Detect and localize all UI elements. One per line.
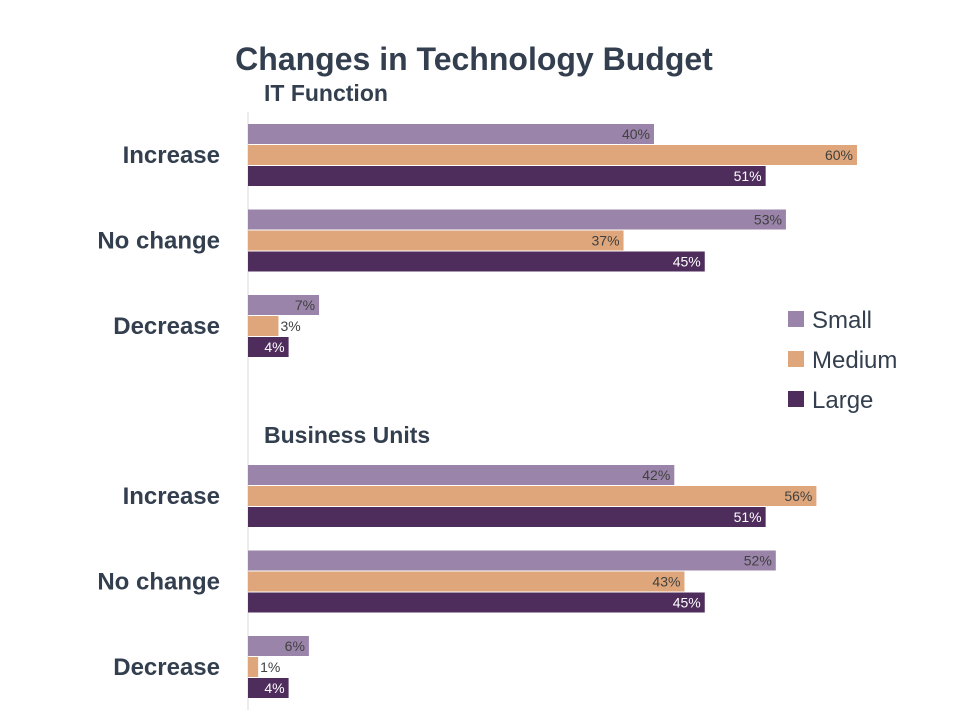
data-label: 6% xyxy=(285,638,305,654)
data-label: 51% xyxy=(734,168,762,184)
bar-medium xyxy=(248,571,685,592)
bar-small xyxy=(248,465,675,485)
data-label: 1% xyxy=(260,659,280,675)
bar-small xyxy=(248,636,309,656)
category-label-decrease: Decrease xyxy=(113,654,220,681)
data-label: 45% xyxy=(673,595,701,611)
data-label: 60% xyxy=(825,147,853,163)
legend-label-small: Small xyxy=(812,307,872,334)
legend-swatch-medium xyxy=(788,351,804,367)
legend-label-large: Large xyxy=(812,387,873,414)
category-label-no-change: No change xyxy=(97,228,220,255)
bar-small xyxy=(248,124,654,144)
bar-large xyxy=(248,337,289,357)
data-label: 37% xyxy=(592,233,620,249)
data-label: 7% xyxy=(295,297,315,313)
panel-it-function: IT Function Increase 40% 60% 51% No change 53%… xyxy=(97,80,857,357)
legend-swatch-large xyxy=(788,391,804,407)
category-label-decrease: Decrease xyxy=(113,313,220,340)
panel-title: IT Function xyxy=(264,80,388,106)
chart-title: Changes in Technology Budget xyxy=(235,41,713,77)
bar-small xyxy=(248,209,786,230)
data-label: 42% xyxy=(642,467,670,483)
legend: Small Medium Large xyxy=(788,307,897,414)
bar-small xyxy=(248,295,320,315)
bar-large xyxy=(248,507,766,527)
data-label: 51% xyxy=(734,509,762,525)
panel-business-units: Business Units Increase 42% 56% 51% No change… xyxy=(97,422,817,698)
bar-medium xyxy=(248,657,259,677)
bar-small xyxy=(248,550,776,571)
data-label: 3% xyxy=(280,318,300,334)
data-label: 4% xyxy=(264,680,284,696)
panel-title: Business Units xyxy=(264,422,430,448)
bar-large xyxy=(248,592,705,613)
bar-large xyxy=(248,166,766,186)
data-label: 52% xyxy=(744,553,772,569)
data-label: 4% xyxy=(264,339,284,355)
legend-swatch-small xyxy=(788,311,804,327)
bar-medium xyxy=(248,316,279,336)
bar-medium xyxy=(248,145,857,165)
bar-large xyxy=(248,251,705,272)
bar-medium xyxy=(248,230,624,251)
data-label: 45% xyxy=(673,254,701,270)
data-label: 43% xyxy=(652,574,680,590)
data-label: 40% xyxy=(622,126,650,142)
legend-label-medium: Medium xyxy=(812,347,897,374)
category-label-increase: Increase xyxy=(123,483,220,510)
category-label-increase: Increase xyxy=(123,142,220,169)
data-label: 53% xyxy=(754,212,782,228)
bar-medium xyxy=(248,486,817,506)
bar-large xyxy=(248,678,289,698)
chart-panels: IT Function Increase 40% 60% 51% No change 53%… xyxy=(97,80,857,698)
category-label-no-change: No change xyxy=(97,569,220,596)
data-label: 56% xyxy=(784,488,812,504)
